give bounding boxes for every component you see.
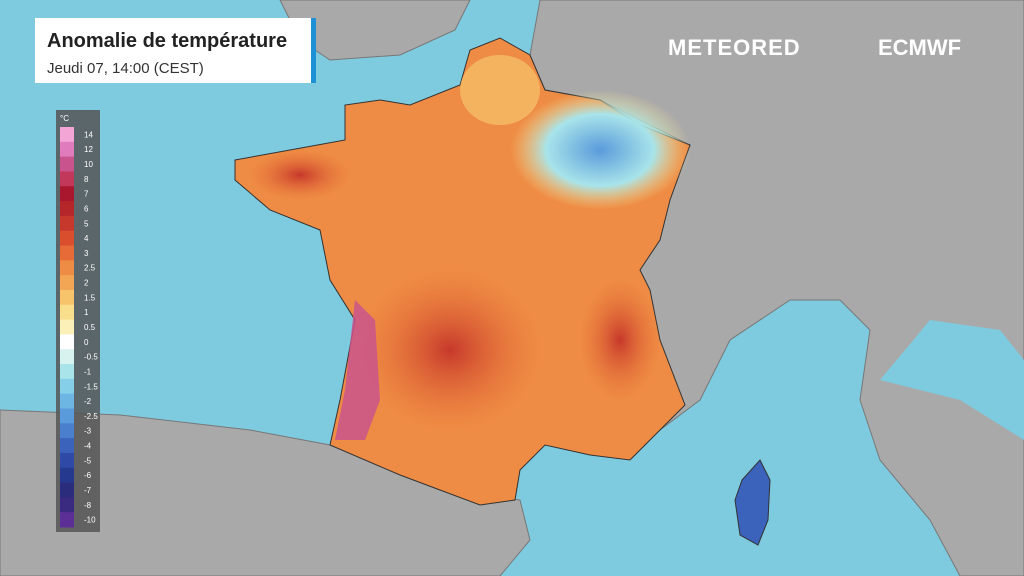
legend-label: -1.5 (84, 382, 98, 391)
legend-swatch (60, 171, 74, 187)
legend-label: 7 (84, 190, 89, 199)
legend-swatch (60, 260, 74, 276)
legend-swatch (60, 275, 74, 291)
legend-label: -8 (84, 501, 92, 510)
legend-label: -2.5 (84, 412, 98, 421)
hot-coast (335, 300, 380, 440)
legend-swatch (60, 215, 74, 232)
legend-label: 0.5 (84, 323, 96, 332)
legend-swatch (60, 230, 74, 247)
sea (880, 320, 1024, 440)
legend-label: 1.5 (84, 293, 96, 302)
legend-swatch (60, 289, 74, 306)
legend-swatch (60, 482, 74, 498)
legend-swatch (60, 408, 74, 424)
mild-zone (460, 55, 540, 125)
legend-swatch (60, 423, 74, 439)
legend-label: 8 (84, 175, 89, 184)
legend-label: -5 (84, 456, 92, 465)
legend-label: -10 (84, 516, 96, 525)
legend-swatch (60, 364, 74, 380)
legend-swatch (60, 512, 74, 528)
legend-label: 2 (84, 279, 89, 288)
legend-label: -0.5 (84, 353, 98, 362)
legend-swatch (60, 319, 74, 335)
brand-left: METEORED (668, 35, 801, 60)
legend-swatch (60, 156, 74, 172)
legend-label: 6 (84, 204, 89, 213)
legend-label: -2 (84, 397, 92, 406)
legend-label: 4 (84, 234, 89, 243)
legend-label: 0 (84, 338, 89, 347)
hot-zone (360, 270, 540, 430)
legend-label: -6 (84, 471, 92, 480)
legend-swatch (60, 304, 74, 321)
hot-zone (580, 280, 660, 400)
title-box (35, 18, 311, 83)
legend-swatch (60, 378, 74, 395)
legend-swatch (60, 127, 74, 143)
legend-label: -1 (84, 367, 92, 376)
legend-label: 5 (84, 219, 89, 228)
legend-label: -4 (84, 442, 92, 451)
legend-label: 12 (84, 145, 93, 154)
legend-swatch (60, 438, 74, 454)
legend-label: -3 (84, 427, 92, 436)
legend-swatch (60, 141, 74, 158)
legend-label: 3 (84, 249, 89, 258)
legend-swatch (60, 201, 74, 217)
cold-zone (510, 90, 690, 210)
legend-swatch (60, 497, 74, 513)
legend: 14 12 10 8 7 6 5 4 3 2.5 2 1.5 1 0.5 0 -0.5 -1 -1.5 -2 -2.5… (60, 127, 98, 528)
legend-swatch (60, 393, 74, 409)
subtitle: Jeudi 07, 14:00 (CEST) (47, 60, 204, 77)
legend-label: 10 (84, 160, 93, 169)
legend-unit: °C (60, 114, 69, 123)
legend-swatch (60, 349, 74, 365)
legend-swatch (60, 334, 74, 350)
brand-right: ECMWF (878, 35, 961, 60)
hot-zone (250, 150, 350, 200)
legend-swatch (60, 467, 74, 484)
title: Anomalie de température (47, 30, 287, 52)
legend-swatch (60, 452, 74, 469)
corsica (734, 459, 771, 546)
legend-label: 1 (84, 308, 89, 317)
legend-label: 14 (84, 130, 93, 139)
legend-swatch (60, 186, 74, 202)
legend-label: 2.5 (84, 264, 96, 273)
legend-label: -7 (84, 486, 92, 495)
legend-swatch (60, 245, 74, 261)
title-accent (311, 18, 316, 83)
